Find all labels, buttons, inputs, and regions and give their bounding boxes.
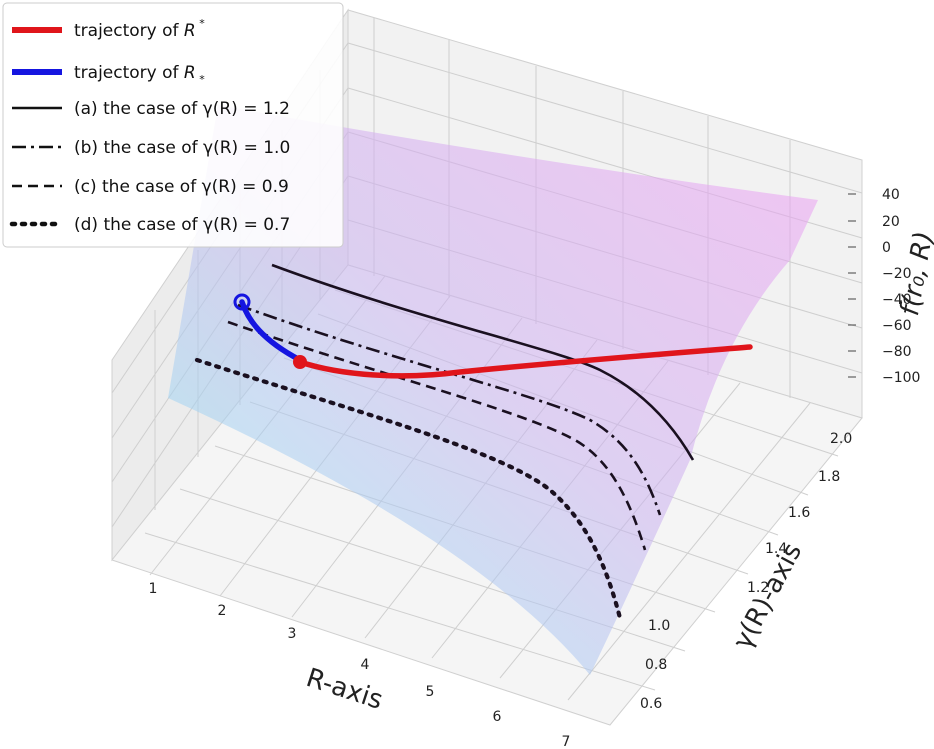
x-tick-label: 5: [426, 684, 435, 700]
z-tick-label: −100: [882, 370, 920, 386]
y-tick-label: 0.6: [640, 696, 662, 712]
series-curve-dashdot: [237, 303, 662, 516]
y-axis-ticks: 0.6 0.8 1.0 1.2 1.4 1.6 1.8 2.0: [640, 431, 852, 712]
z-tick-label: −20: [882, 266, 912, 282]
z-tick-label: −80: [882, 344, 912, 360]
trajectory-end-point: [233, 293, 251, 311]
legend-label: trajectory of R *: [74, 17, 205, 41]
y-tick-label: 0.8: [645, 657, 667, 673]
trajectory-start-point: [293, 355, 307, 369]
z-tick-label: −60: [882, 318, 912, 334]
series-curve-dotted: [194, 357, 623, 621]
y-tick-label: 1.0: [648, 618, 670, 634]
legend-entries: trajectory of R * trajectory of R * (a) th…: [9, 17, 290, 235]
x-tick-label: 3: [288, 626, 297, 642]
legend-box: [2, 2, 344, 248]
x-tick-label: 6: [493, 709, 502, 725]
x-tick-label: 7: [562, 734, 571, 749]
legend-label: (c) the case of γ(R) = 0.9: [74, 177, 289, 197]
y-tick-label: 2.0: [830, 431, 852, 447]
z-tick-label: 0: [882, 240, 891, 256]
x-axis-label: R-axis: [303, 663, 387, 716]
legend-label: trajectory of R *: [74, 63, 205, 86]
legend: trajectory of R * trajectory of R * (a) th…: [2, 2, 344, 248]
curves-group: [194, 263, 753, 621]
x-axis-ticks: 1 2 3 4 5 6 7: [149, 581, 571, 749]
x-tick-label: 4: [361, 657, 370, 673]
legend-label: (a) the case of γ(R) = 1.2: [74, 99, 290, 119]
y-tick-label: 1.4: [765, 541, 787, 557]
z-axis-ticks: 40 20 0 −20 −40 −60 −80 −100: [848, 187, 920, 386]
z-tick-label: 40: [882, 187, 900, 203]
x-tick-label: 1: [149, 581, 158, 597]
y-tick-label: 1.8: [818, 469, 840, 485]
series-curve-dashed: [227, 320, 647, 551]
legend-label: (d) the case of γ(R) = 0.7: [74, 215, 290, 235]
y-tick-label: 1.2: [747, 580, 769, 596]
trajectory-R-upper: [297, 344, 753, 379]
z-tick-label: 20: [882, 214, 900, 230]
y-tick-label: 1.6: [788, 505, 810, 521]
z-tick-label: −40: [882, 292, 912, 308]
legend-label: (b) the case of γ(R) = 1.0: [74, 138, 290, 158]
x-tick-label: 2: [218, 603, 227, 619]
